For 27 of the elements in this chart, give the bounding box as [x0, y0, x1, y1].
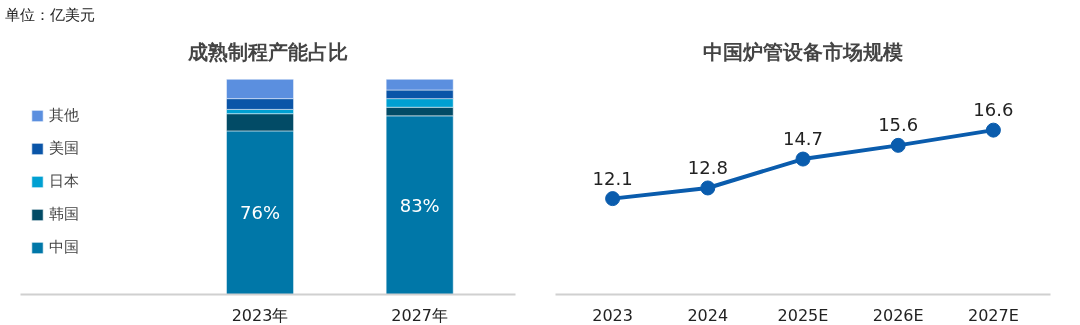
- data-label: 16.6: [973, 99, 1014, 121]
- text: 单位：亿美元: [5, 5, 95, 26]
- legend-label: 中国: [49, 237, 79, 257]
- legend-label: 其他: [49, 105, 79, 125]
- data-label: 12.8: [687, 156, 728, 178]
- x-tick-label: 2027年: [391, 305, 449, 325]
- point: [700, 180, 716, 196]
- x-tick-label: 2026E: [872, 305, 924, 325]
- point: [985, 122, 1001, 138]
- x-tick-label: 2027E: [967, 305, 1019, 325]
- data-label: 83%: [399, 194, 440, 216]
- data-label: 76%: [240, 202, 281, 224]
- x-tick-label: 2024: [687, 305, 729, 325]
- chart-title: 中国炉管设备市场规模: [703, 39, 903, 64]
- legend-label: 美国: [49, 138, 79, 158]
- legend-label: 日本: [49, 171, 79, 191]
- point: [795, 151, 811, 167]
- x-tick-label: 2025E: [777, 305, 829, 325]
- point: [890, 137, 906, 153]
- data-label: 14.7: [782, 128, 824, 150]
- x-tick-label: 2023年: [231, 305, 289, 325]
- data-label: 15.6: [878, 114, 919, 136]
- chart-title: 成熟制程产能占比: [187, 39, 348, 64]
- x-tick-label: 2023: [592, 305, 633, 325]
- point: [605, 191, 621, 207]
- data-label: 12.1: [592, 167, 633, 189]
- legend-label: 韩国: [49, 204, 79, 224]
